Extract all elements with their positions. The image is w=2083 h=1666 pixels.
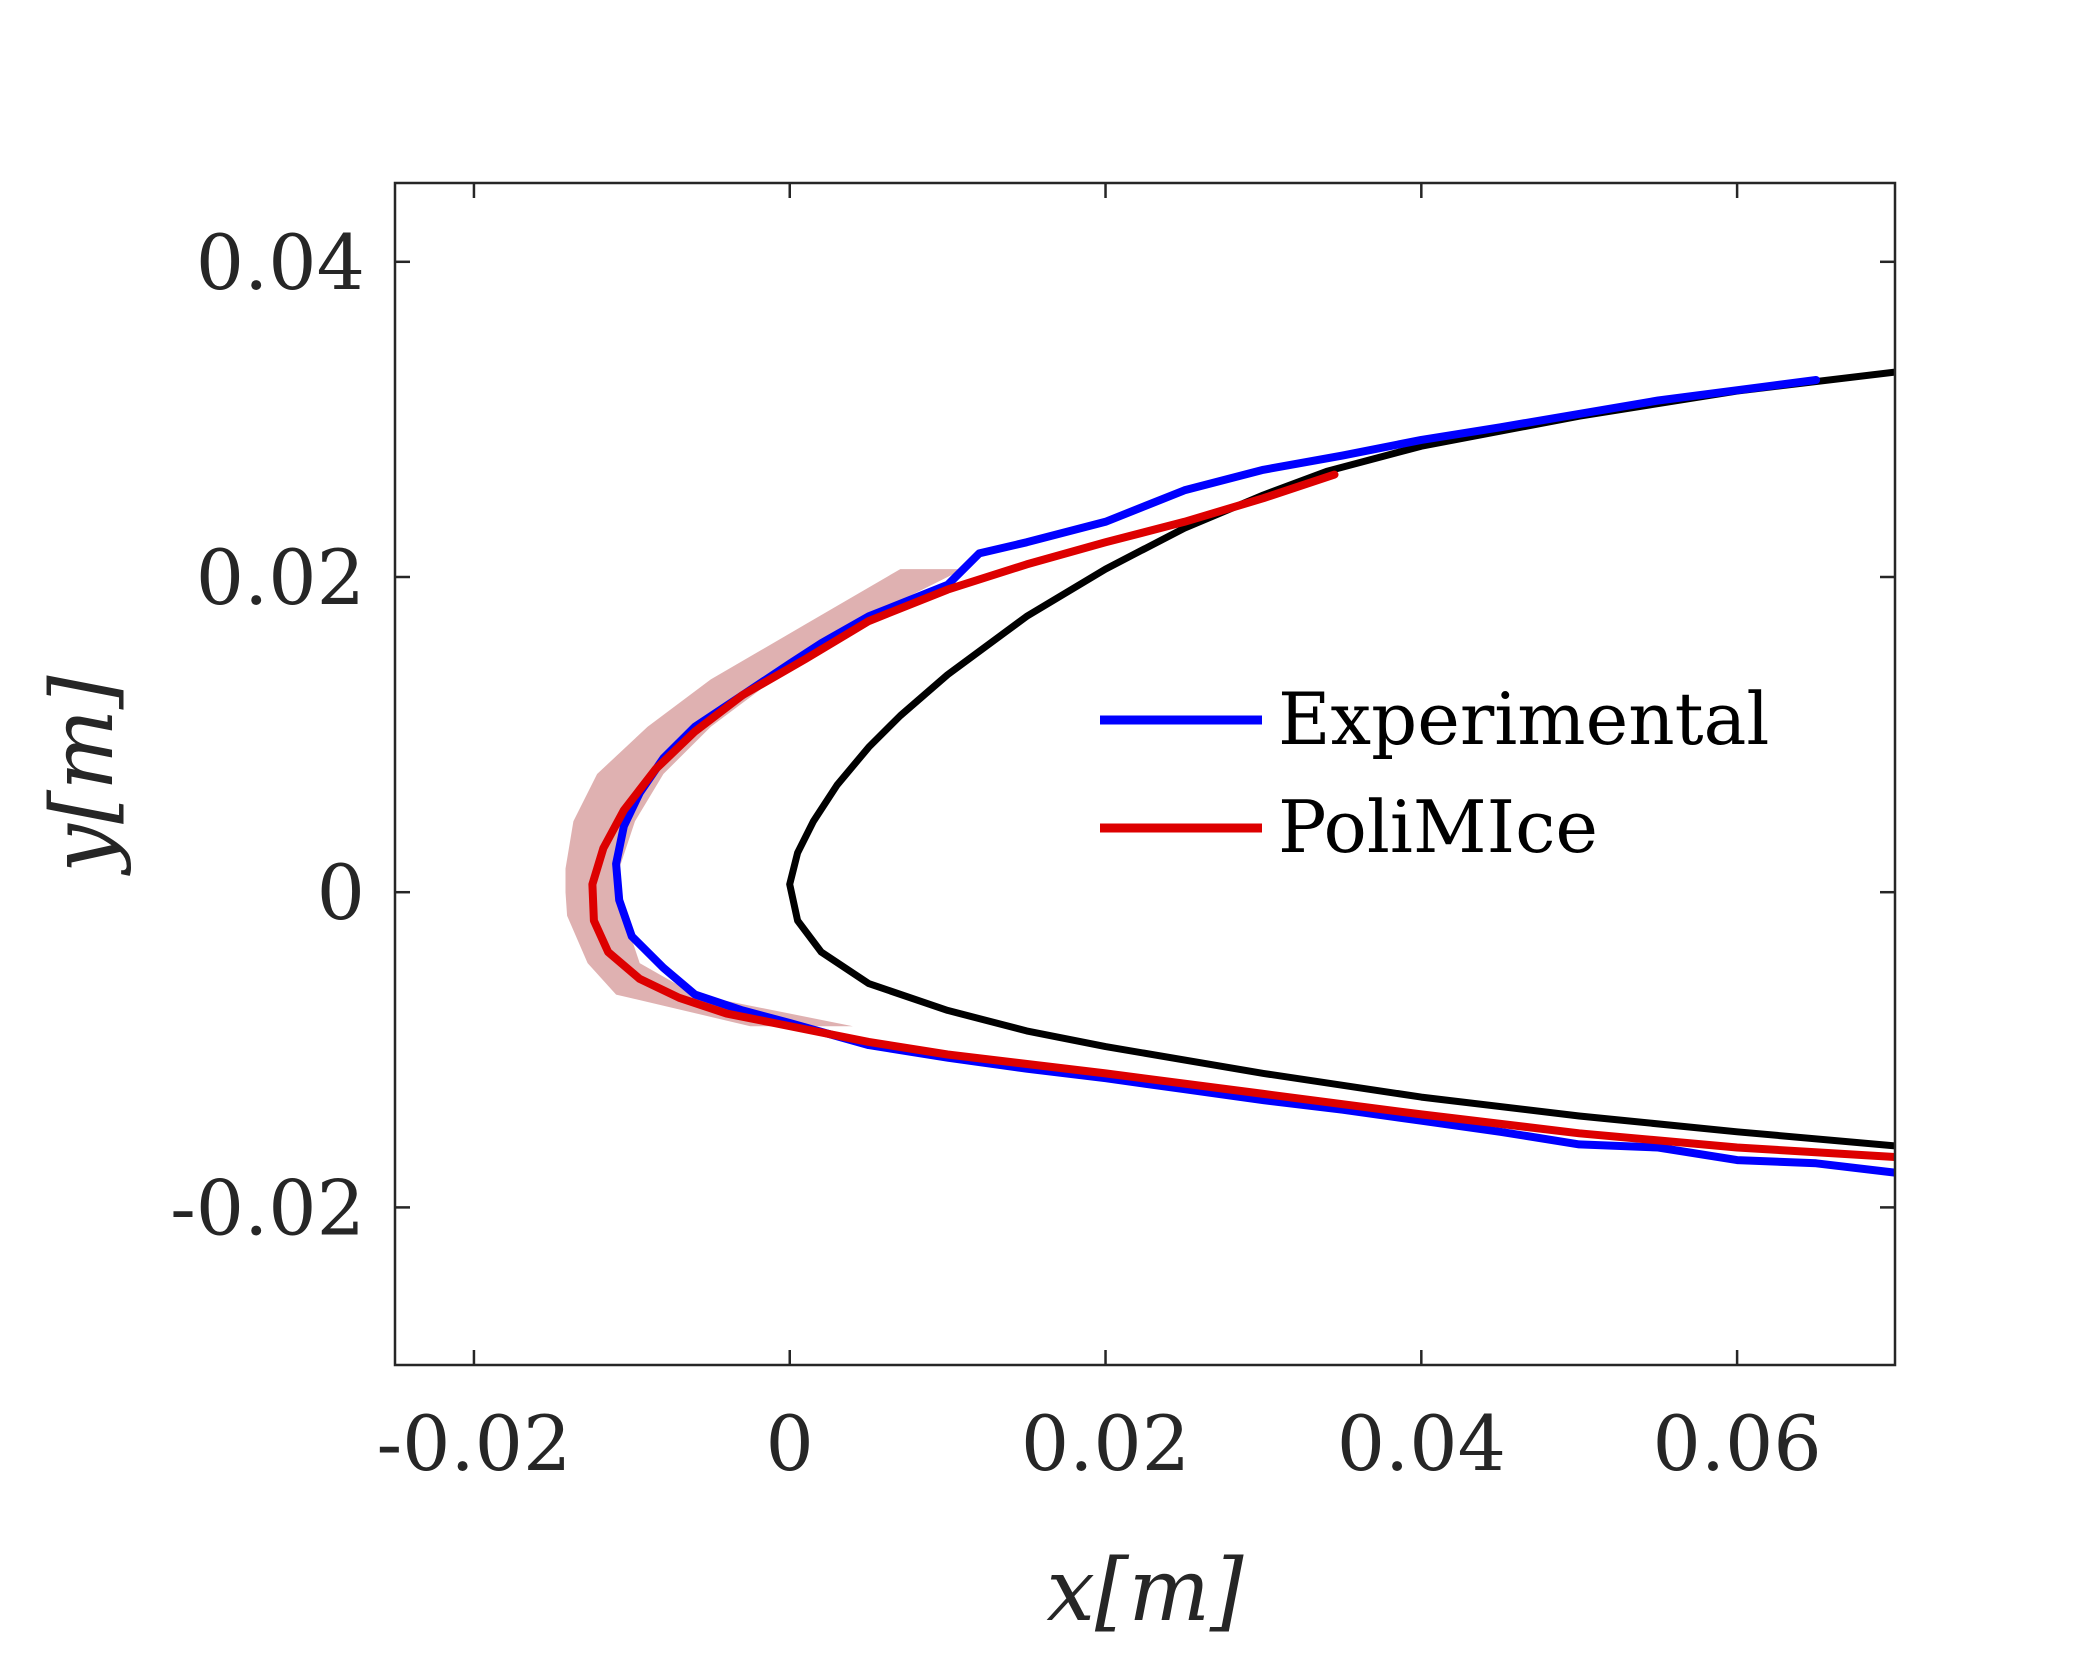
clean-airfoil-line: [786, 368, 1895, 1150]
x-tick-label: 0.06: [1652, 1399, 1821, 1488]
polimice-line: [588, 470, 1895, 1161]
polimice-uncertainty-band: [565, 569, 964, 1027]
axes: -0.02 0 0.02 0.04 0.06 -0.02 0 0.02 0.04: [170, 181, 1897, 1488]
y-tick-label: 0.02: [196, 533, 365, 622]
x-tick-label: 0: [766, 1399, 814, 1488]
legend-label: PoliMIce: [1278, 785, 1598, 869]
experimental-line: [612, 376, 1895, 1177]
legend: Experimental PoliMIce: [1100, 677, 1769, 869]
y-axis-label: y[m]: [33, 675, 133, 877]
y-tick-label: 0.04: [196, 218, 365, 307]
x-tick-label: 0.04: [1337, 1399, 1506, 1488]
x-tick-label: 0.02: [1021, 1399, 1190, 1488]
plot-area: [565, 368, 1895, 1177]
y-tick-label: -0.02: [170, 1163, 365, 1252]
axes-box: [393, 181, 1897, 1367]
y-tick-label: 0: [317, 848, 365, 937]
x-tick-label: -0.02: [376, 1399, 571, 1488]
legend-label: Experimental: [1278, 677, 1769, 761]
x-axis-label: x[m]: [1046, 1541, 1244, 1641]
